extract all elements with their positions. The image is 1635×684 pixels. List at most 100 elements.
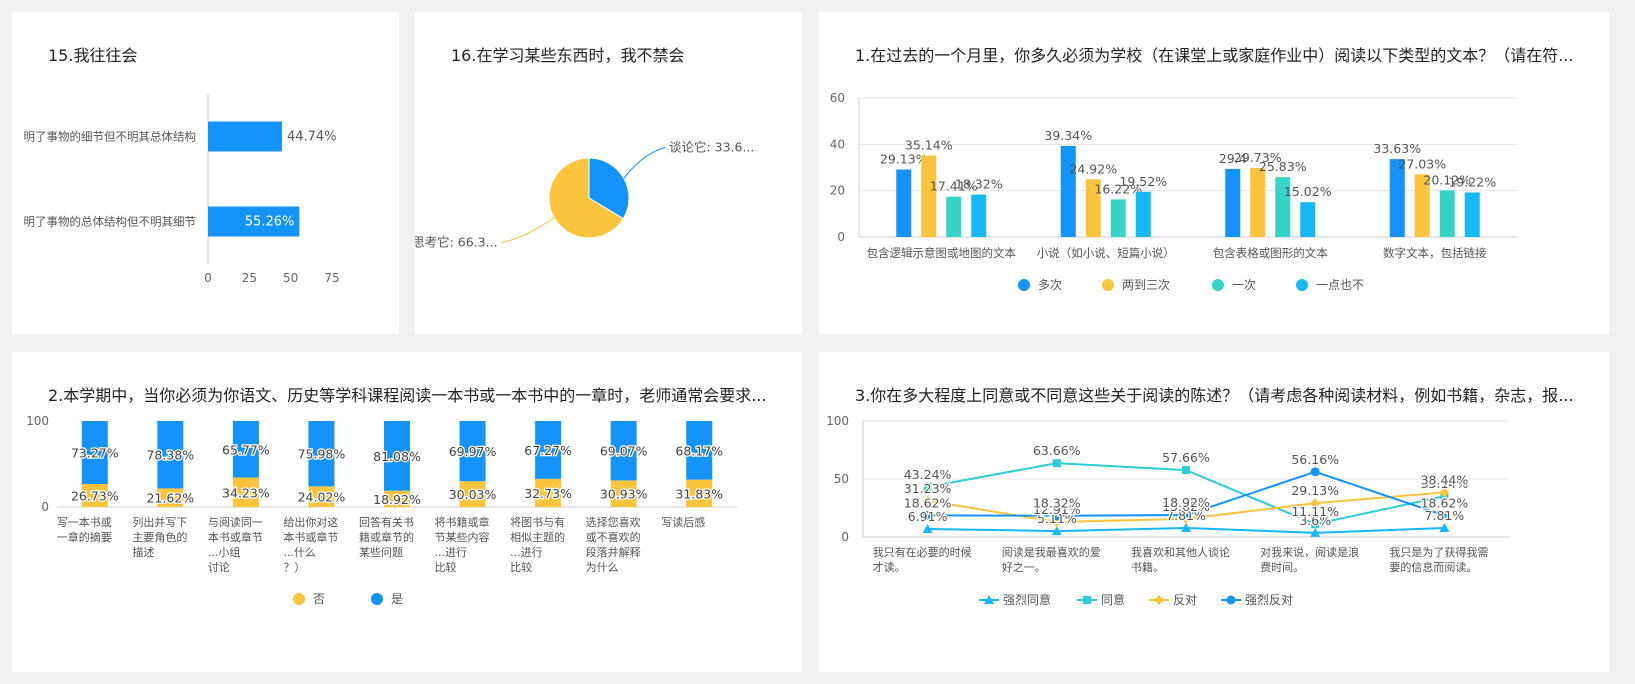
category-label: 籍或章节的 xyxy=(359,530,414,544)
legend-label: 多次 xyxy=(1038,278,1062,292)
data-label: 43.24% xyxy=(904,467,952,482)
data-label: 44.74% xyxy=(287,130,337,145)
category-label: 我喜欢和其他人谈论 xyxy=(1131,545,1230,559)
y-tick-label: 0 xyxy=(837,230,845,244)
x-tick-label: 0 xyxy=(204,271,212,285)
legend-marker xyxy=(1296,279,1308,291)
data-label: 25.83% xyxy=(1259,159,1307,174)
data-label: 35.14% xyxy=(1421,476,1469,491)
category-label: ...小组 xyxy=(208,545,241,559)
category-label: 主要角色的 xyxy=(132,530,187,544)
bar-segment xyxy=(384,490,410,507)
data-label: 67.27% xyxy=(524,443,572,458)
category-label: 我只有在必要的时候 xyxy=(873,545,972,559)
data-label: 29.4 xyxy=(1219,151,1247,166)
data-label: 34.23% xyxy=(222,485,270,500)
category-label: 本书或章节 xyxy=(283,530,338,544)
legend-marker xyxy=(1212,279,1224,291)
bar-segment xyxy=(535,478,562,507)
category-label: 数字文本，包括链接 xyxy=(1383,246,1487,260)
category-label: 费时间。 xyxy=(1260,561,1304,574)
data-label: 75.98% xyxy=(298,447,346,462)
bar xyxy=(1250,168,1266,237)
data-label: 18.62% xyxy=(1421,495,1469,510)
data-point xyxy=(1181,522,1191,532)
slice-label: 思考它: 66.3... xyxy=(415,234,498,249)
data-point xyxy=(1083,596,1091,604)
x-tick-label: 75 xyxy=(324,271,339,285)
legend-marker xyxy=(293,593,305,605)
bar xyxy=(971,194,987,237)
data-point xyxy=(1310,498,1321,509)
bar-segment xyxy=(686,421,713,480)
legend-label: 是 xyxy=(391,592,403,606)
data-label: 15.62% xyxy=(1162,499,1210,514)
bar xyxy=(1389,159,1405,237)
data-label: 31.23% xyxy=(904,481,952,496)
x-tick-label: 50 xyxy=(283,271,298,285)
legend-label: 强烈同意 xyxy=(1003,592,1051,607)
data-point xyxy=(1052,459,1061,468)
legend-label: 否 xyxy=(313,592,325,606)
category-label: 本书或章节 xyxy=(208,530,263,544)
data-label: 21.62% xyxy=(146,491,194,506)
bar xyxy=(1464,192,1480,237)
data-label: 17.41% xyxy=(930,179,978,194)
data-label: 78.38% xyxy=(146,448,194,463)
data-label: 38.44% xyxy=(1421,472,1469,487)
category-label: 或不喜欢的 xyxy=(586,530,641,544)
data-label: 16.22% xyxy=(1094,181,1142,196)
data-label: 18.92% xyxy=(1162,495,1210,510)
bar-segment xyxy=(308,486,335,507)
data-label: 19.22% xyxy=(1448,174,1496,189)
bar-segment xyxy=(308,421,335,487)
data-label: 3.6% xyxy=(1299,513,1331,528)
pie-chart-16: 谈论它: 33.6... 思考它: 66.3... xyxy=(415,140,754,250)
data-label: 5.11% xyxy=(1037,511,1077,526)
data-label: 18.92% xyxy=(373,492,421,507)
legend-label: 反对 xyxy=(1173,593,1197,607)
y-tick-label: 0 xyxy=(841,530,849,544)
data-label: 6.91% xyxy=(908,509,948,524)
legend-marker xyxy=(1018,279,1030,291)
category-label: 一章的摘要 xyxy=(57,530,112,544)
chart-panel-3: 3.你在多大程度上同意或不同意这些关于阅读的陈述？（请考虑各种阅读材料，例如书籍… xyxy=(819,352,1609,672)
data-point xyxy=(1439,510,1449,520)
category-label: 写读后感 xyxy=(661,515,705,529)
data-point xyxy=(1051,526,1062,536)
legend-marker xyxy=(1102,279,1114,291)
data-point xyxy=(1310,467,1320,477)
data-point xyxy=(923,510,933,520)
bar-segment xyxy=(686,479,713,507)
bar xyxy=(1085,179,1101,237)
category-label: 列出并写下 xyxy=(132,515,187,529)
data-point xyxy=(1226,595,1236,605)
data-label: 32.73% xyxy=(524,486,572,501)
bar-segment xyxy=(157,488,184,507)
category-label: 小说（如小说、短篇小说） xyxy=(1037,246,1175,260)
legend-label: 一点也不 xyxy=(1316,278,1364,292)
chart-panel-1: 1.在过去的一个月里，你多久必须为学校（在课堂上或家庭作业中）阅读以下类型的文本… xyxy=(819,12,1609,334)
bar-segment xyxy=(81,484,108,507)
category-label: ？） xyxy=(283,561,305,574)
chart-panel-2: 2.本学期中，当你必须为你语文、历史等学科课程阅读一本书或一本书中的一章时，老师… xyxy=(12,352,802,672)
category-label: 某些问题 xyxy=(359,545,403,559)
data-label: 20.12% xyxy=(1423,172,1471,187)
category-label: 书籍。 xyxy=(1131,560,1164,574)
bar-segment xyxy=(384,421,410,491)
grouped-bar-chart-1: 0 20 40 60 包含逻辑示意图或地图的文本 29.13%35.14% 17.41%18… xyxy=(830,91,1517,292)
category-label: 明了事物的总体结构但不明其细节 xyxy=(24,215,197,229)
bar xyxy=(896,169,912,237)
bar xyxy=(208,121,282,152)
category-label: 与阅读同一 xyxy=(208,515,263,529)
data-label: 30.93% xyxy=(600,487,648,502)
category-label: ...进行 xyxy=(510,546,542,559)
category-label: 相似主题的 xyxy=(510,530,565,544)
data-label: 81.08% xyxy=(373,449,421,464)
data-point xyxy=(922,523,933,533)
bar xyxy=(1060,145,1076,237)
category-label: 我只是为了获得我需 xyxy=(1389,546,1488,559)
data-point xyxy=(1310,527,1321,537)
data-point xyxy=(1439,522,1450,532)
bar xyxy=(946,196,962,237)
